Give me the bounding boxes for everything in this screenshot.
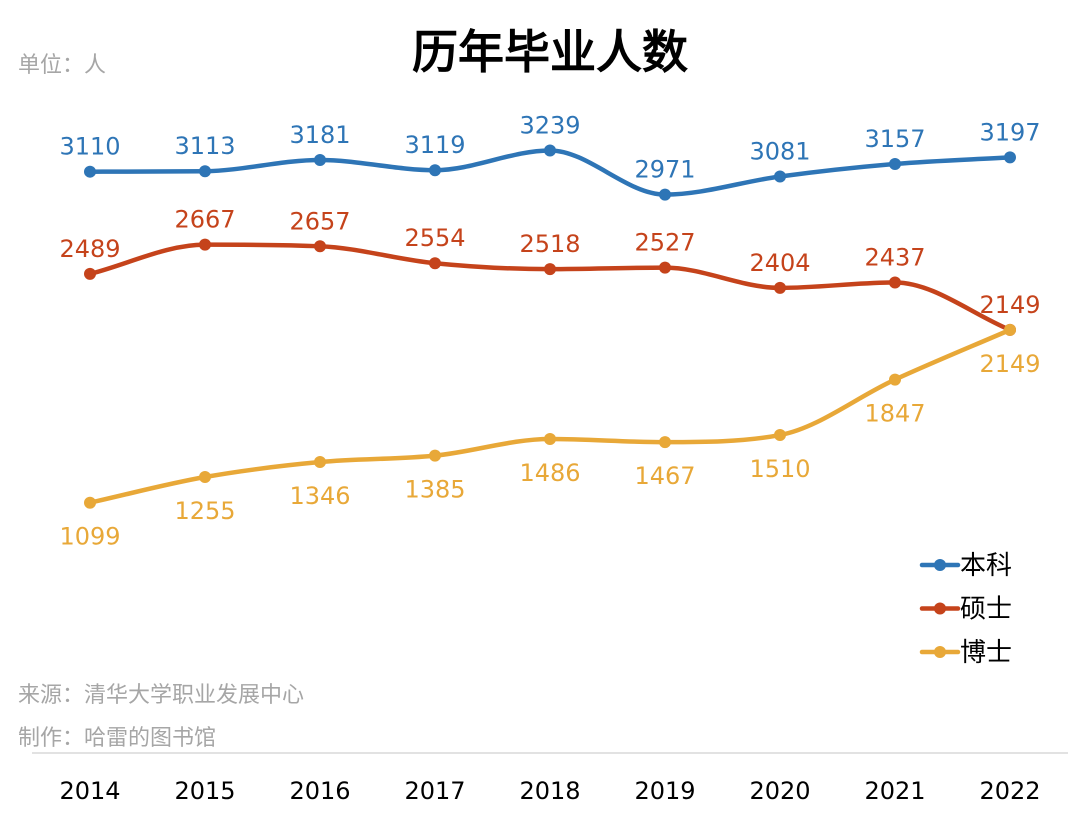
data-label: 2667 <box>174 206 235 234</box>
x-tick-label: 2022 <box>979 777 1040 805</box>
data-point <box>199 471 211 484</box>
data-label: 1385 <box>404 476 465 504</box>
data-point <box>544 263 556 276</box>
x-tick-label: 2014 <box>59 777 120 805</box>
x-tick-label: 2017 <box>404 777 465 805</box>
data-label: 3181 <box>289 121 350 149</box>
data-label: 3113 <box>174 132 235 160</box>
data-label: 3197 <box>979 118 1040 146</box>
data-point <box>314 240 326 253</box>
data-point <box>84 267 96 280</box>
legend-item: 硕士 <box>919 595 1012 625</box>
data-point <box>429 449 441 462</box>
data-point <box>84 496 96 509</box>
legend-marker <box>934 646 946 658</box>
data-point <box>659 188 671 201</box>
data-label: 2437 <box>864 243 925 271</box>
data-label: 2489 <box>59 235 120 263</box>
data-label: 1346 <box>289 482 350 510</box>
data-label: 2149 <box>979 291 1040 319</box>
data-point <box>314 456 326 469</box>
legend-marker <box>934 602 946 615</box>
legend-label: 硕士 <box>960 595 1012 625</box>
unit-label: 单位：人 <box>18 53 106 78</box>
series-2: 2489 2667 2657 2554 2518 2527 2404 2437 2149 <box>59 206 1041 336</box>
legend-item: 本科 <box>919 551 1012 581</box>
data-label: 2971 <box>634 156 695 184</box>
data-label: 2149 <box>979 350 1040 378</box>
series-layer: 3110 3113 3181 3119 3239 2971 3081 3157 3197 2489… <box>59 111 1040 550</box>
data-label: 1099 <box>59 523 120 551</box>
data-label: 2518 <box>519 230 580 258</box>
data-point <box>314 154 326 167</box>
data-point <box>659 436 671 449</box>
x-tick-label: 2019 <box>634 777 695 805</box>
data-label: 2657 <box>289 207 350 235</box>
x-tick-label: 2015 <box>174 777 235 805</box>
data-point <box>199 165 211 178</box>
data-point <box>544 433 556 446</box>
data-point <box>1004 151 1016 164</box>
data-label: 3119 <box>404 131 465 159</box>
x-tick-label: 2020 <box>749 777 810 805</box>
data-label: 1255 <box>174 497 235 525</box>
data-point <box>889 157 901 170</box>
series-3: 1099 1255 1346 1385 1486 1467 1510 1847 2149 <box>59 323 1041 551</box>
x-tick-label: 2018 <box>519 777 580 805</box>
data-point <box>199 238 211 251</box>
data-label: 3110 <box>59 133 120 161</box>
data-point <box>774 281 786 294</box>
data-label: 2554 <box>404 224 465 252</box>
legend-marker <box>934 559 946 571</box>
x-tick-label: 2021 <box>864 777 925 805</box>
x-tick-label: 2016 <box>289 777 350 805</box>
legend-label: 本科 <box>960 551 1012 581</box>
data-point <box>429 257 441 270</box>
author-note: 制作：哈雷的图书馆 <box>18 726 216 751</box>
data-point <box>774 429 786 442</box>
data-label: 1486 <box>519 459 580 487</box>
data-point <box>774 170 786 183</box>
data-label: 3157 <box>864 125 925 153</box>
data-label: 3239 <box>519 111 580 139</box>
series-1: 3110 3113 3181 3119 3239 2971 3081 3157 3197 <box>59 111 1041 201</box>
data-point <box>429 164 441 177</box>
data-point <box>544 144 556 157</box>
data-label: 2527 <box>634 229 695 257</box>
data-label: 1467 <box>634 462 695 490</box>
data-label: 3081 <box>749 137 810 165</box>
chart-title: 历年毕业人数 <box>412 25 688 79</box>
data-point <box>659 261 671 274</box>
data-point <box>84 165 96 178</box>
x-axis-ticks: 2014 2015 2016 2017 2018 2019 2020 2021 2022 <box>59 777 1040 805</box>
data-label: 2404 <box>749 249 810 277</box>
data-label: 1510 <box>749 455 810 483</box>
legend-item: 博士 <box>919 638 1012 668</box>
legend-label: 博士 <box>960 638 1012 668</box>
data-point <box>1004 323 1016 336</box>
data-point <box>889 276 901 289</box>
data-label: 1847 <box>864 400 925 428</box>
source-note: 来源：清华大学职业发展中心 <box>18 683 304 708</box>
data-point <box>889 373 901 386</box>
